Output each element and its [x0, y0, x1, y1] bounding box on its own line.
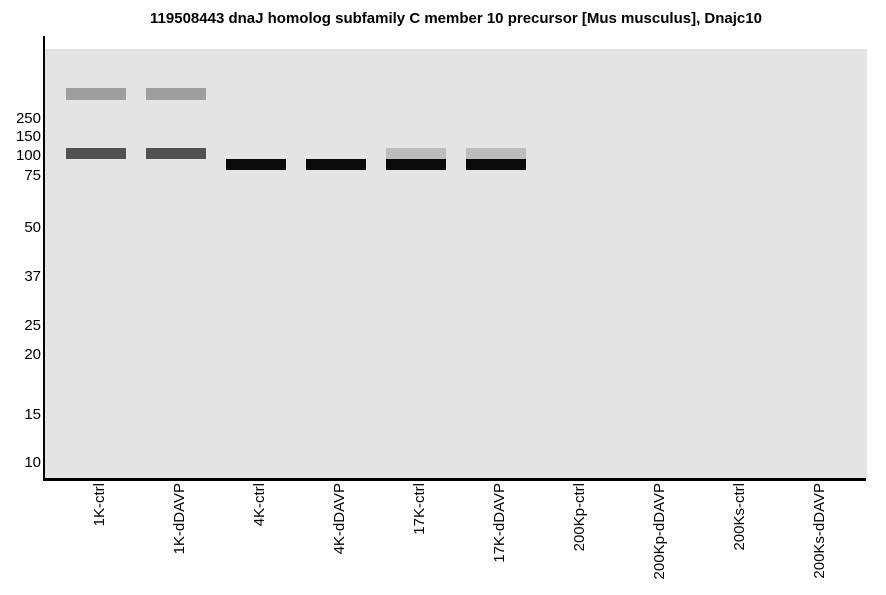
mw-marker-label-75: 75 — [24, 167, 41, 184]
mw-marker-label-250: 250 — [15, 110, 41, 127]
mw-marker-label-150: 150 — [15, 128, 41, 145]
band-1k-ctrl-350kda — [66, 88, 126, 100]
band-1k-ddavp-105kda — [146, 148, 206, 159]
mw-marker-label-25: 25 — [24, 317, 41, 334]
mw-marker-label-100: 100 — [15, 147, 41, 164]
lane-label-17k-ctrl: 17K-ctrl — [411, 483, 428, 535]
lane-label-17k-ddavp: 17K-dDAVP — [491, 483, 508, 563]
chart-title: 119508443 dnaJ homolog subfamily C membe… — [150, 10, 762, 27]
mw-marker-label-20: 20 — [24, 346, 41, 363]
lane-label-200ks-ddavp: 200Ks-dDAVP — [811, 483, 828, 579]
band-17k-ddavp-105kda — [466, 148, 526, 159]
lane-label-1k-ddavp: 1K-dDAVP — [171, 483, 188, 555]
mw-marker-label-10: 10 — [24, 454, 41, 471]
band-4k-ddavp-90kda — [306, 159, 366, 170]
gel-plot-area — [45, 49, 867, 478]
band-1k-ddavp-350kda — [146, 88, 206, 100]
band-17k-ctrl-90kda — [386, 159, 446, 170]
lane-label-1k-ctrl: 1K-ctrl — [91, 483, 108, 527]
mw-marker-label-15: 15 — [24, 406, 41, 423]
mw-marker-label-50: 50 — [24, 219, 41, 236]
band-17k-ctrl-105kda — [386, 148, 446, 159]
lane-label-4k-ctrl: 4K-ctrl — [251, 483, 268, 527]
x-axis-line — [43, 478, 866, 481]
band-4k-ctrl-90kda — [226, 159, 286, 170]
y-axis-line — [43, 36, 45, 481]
lane-label-200ks-ctrl: 200Ks-ctrl — [731, 483, 748, 551]
lane-label-200kp-ctrl: 200Kp-ctrl — [571, 483, 588, 552]
lane-label-200kp-ddavp: 200Kp-dDAVP — [651, 483, 668, 580]
mw-marker-label-37: 37 — [24, 268, 41, 285]
band-1k-ctrl-105kda — [66, 148, 126, 159]
lane-label-4k-ddavp: 4K-dDAVP — [331, 483, 348, 555]
band-17k-ddavp-90kda — [466, 159, 526, 170]
